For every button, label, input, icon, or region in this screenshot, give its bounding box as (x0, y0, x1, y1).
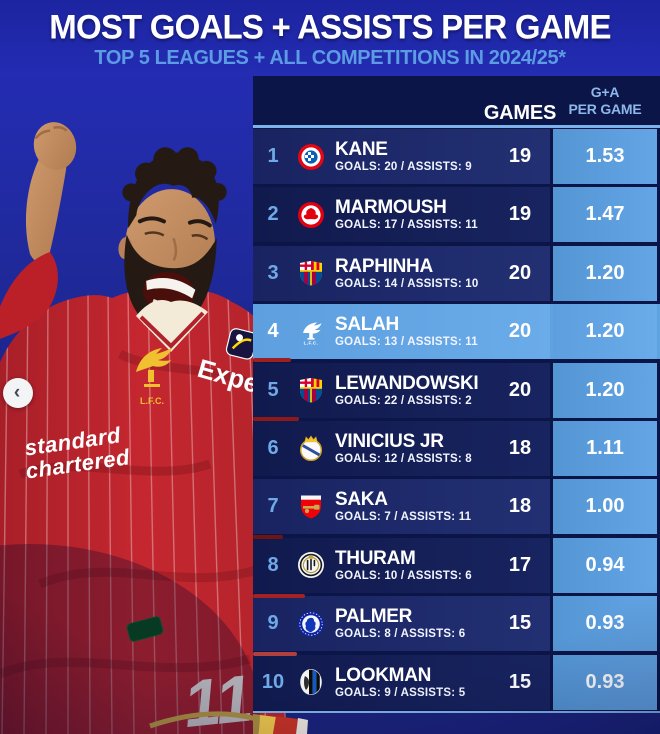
table-row-raphinha: 3 RAPHINHA GOALS: 14 / ASSISTS: 10 20 1.… (253, 245, 660, 301)
eintracht-frankfurt-crest-icon (293, 201, 329, 229)
table-row-thuram: 8 THURAM GOALS: 10 / ASSISTS: 6 17 0.94 (253, 537, 660, 593)
barcelona-crest-icon (293, 376, 329, 404)
rank-label: 1 (267, 145, 279, 167)
player-goal-assist-detail: GOALS: 22 / ASSISTS: 2 (335, 394, 472, 407)
inter-milan-crest-icon (293, 551, 329, 579)
table-row-marmoush: 2 MARMOUSH GOALS: 17 / ASSISTS: 11 19 1.… (253, 187, 660, 243)
lfc-crest-text: L.F.C. (140, 396, 164, 406)
rank-label: 9 (267, 612, 279, 635)
table-row-salah-highlighted: 4 L.F.C. SALAH GOALS: 13 / ASSISTS: 11 2… (253, 304, 660, 360)
ga-per-game-value: 0.93 (553, 654, 657, 710)
table-top-divider (253, 125, 660, 128)
games-value: 17 (508, 553, 532, 576)
rank-label: 7 (267, 495, 279, 518)
header: MOST GOALS + ASSISTS PER GAME TOP 5 LEAG… (0, 0, 660, 70)
player-goal-assist-detail: GOALS: 17 / ASSISTS: 11 (335, 219, 478, 232)
player-name: SALAH (335, 314, 399, 336)
ga-per-game-value: 1.47 (553, 187, 657, 243)
photo-bleed-streak (253, 358, 291, 362)
player-name: VINICIUS JR (335, 430, 444, 452)
table-row-vinicius: 6 VINICIUS JR GOALS: 12 / ASSISTS: 8 18 … (253, 420, 660, 476)
carousel-prev-button[interactable]: ‹ (3, 378, 33, 408)
player-goal-assist-detail: GOALS: 8 / ASSISTS: 6 (335, 628, 466, 641)
rank-label: 10 (261, 670, 285, 693)
liverpool-crest-icon: L.F.C. (293, 318, 329, 346)
photo-bleed-streak (253, 417, 299, 421)
atalanta-crest-icon (293, 668, 329, 696)
page-subtitle: TOP 5 LEAGUES + ALL COMPETITIONS IN 2024… (94, 47, 566, 69)
player-name: LOOKMAN (335, 664, 432, 686)
chevron-left-icon: ‹ (13, 381, 21, 403)
player-name: THURAM (335, 547, 416, 569)
photo-bleed-streak (253, 594, 305, 598)
games-value: 19 (508, 145, 532, 167)
table-row-palmer: 9 PALMER GOALS: 8 / ASSISTS: 6 15 0.93 (253, 596, 660, 652)
games-value: 20 (508, 261, 532, 284)
column-header-ga-per-game: G+A PER GAME (568, 84, 642, 117)
player-name: RAPHINHA (335, 255, 433, 277)
player-goal-assist-detail: GOALS: 13 / ASSISTS: 11 (335, 336, 478, 349)
column-header-games: GAMES (483, 102, 557, 124)
games-value: 20 (508, 320, 532, 343)
player-goal-assist-detail: GOALS: 7 / ASSISTS: 11 (335, 511, 472, 524)
ga-per-game-value: 1.20 (553, 362, 657, 418)
chelsea-crest-icon (293, 610, 329, 638)
player-name: LEWANDOWSKI (335, 372, 479, 394)
player-goal-assist-detail: GOALS: 12 / ASSISTS: 8 (335, 452, 472, 465)
table-row-lookman: 10 LOOKMAN GOALS: 9 / ASSISTS: 5 15 0.93 (253, 654, 660, 710)
player-goal-assist-detail: GOALS: 14 / ASSISTS: 10 (335, 277, 479, 290)
games-value: 15 (508, 670, 532, 693)
player-name: PALMER (335, 606, 413, 628)
rank-label: 4 (267, 320, 279, 343)
table-row-kane: 1 KANE GOALS: 20 / ASSISTS: 9 19 1.53 (253, 129, 660, 184)
bayern-munich-crest-icon (293, 143, 329, 171)
photo-bleed-streak (253, 535, 283, 539)
ga-per-game-value: 0.93 (553, 596, 657, 652)
games-value: 20 (508, 378, 532, 401)
real-madrid-crest-icon (293, 434, 329, 462)
stats-table-panel: GAMES G+A PER GAME 1 KANE GOALS: 20 / AS… (253, 76, 660, 713)
ga-per-game-value: 1.20 (553, 304, 657, 360)
flag-corner (253, 714, 308, 734)
player-name: MARMOUSH (335, 197, 447, 219)
player-name: SAKA (335, 489, 388, 511)
table-row-saka: 7 SAKA GOALS: 7 / ASSISTS: 11 18 1.00 (253, 479, 660, 535)
player-goal-assist-detail: GOALS: 10 / ASSISTS: 6 (335, 569, 472, 582)
player-goal-assist-detail: GOALS: 9 / ASSISTS: 5 (335, 686, 466, 699)
ga-per-game-value: 1.11 (553, 420, 657, 476)
page-title: MOST GOALS + ASSISTS PER GAME (49, 7, 611, 46)
player-goal-assist-detail: GOALS: 20 / ASSISTS: 9 (335, 161, 472, 173)
arsenal-crest-icon (293, 493, 329, 521)
rank-label: 2 (267, 203, 279, 226)
table-bottom-divider (253, 711, 660, 713)
ga-per-game-value: 1.53 (553, 129, 657, 184)
player-name: KANE (335, 139, 388, 160)
barcelona-crest-icon (293, 259, 329, 287)
games-value: 18 (508, 436, 532, 459)
rank-label: 5 (267, 378, 279, 401)
table-rows: 1 KANE GOALS: 20 / ASSISTS: 9 19 1.53 2 (253, 129, 660, 713)
svg-text:L.F.C.: L.F.C. (304, 340, 319, 345)
ga-per-game-value: 1.00 (553, 479, 657, 535)
games-value: 19 (508, 203, 532, 226)
table-row-lewandowski: 5 LEWANDOWSKI GOALS: 22 / ASSISTS: 2 20 … (253, 362, 660, 418)
rank-label: 8 (267, 553, 279, 576)
games-value: 18 (508, 495, 532, 518)
ga-per-game-value: 0.94 (553, 537, 657, 593)
rank-label: 6 (267, 436, 279, 459)
photo-bleed-streak (253, 652, 297, 656)
rank-label: 3 (267, 261, 279, 284)
games-value: 15 (508, 612, 532, 635)
ga-per-game-value: 1.20 (553, 245, 657, 301)
